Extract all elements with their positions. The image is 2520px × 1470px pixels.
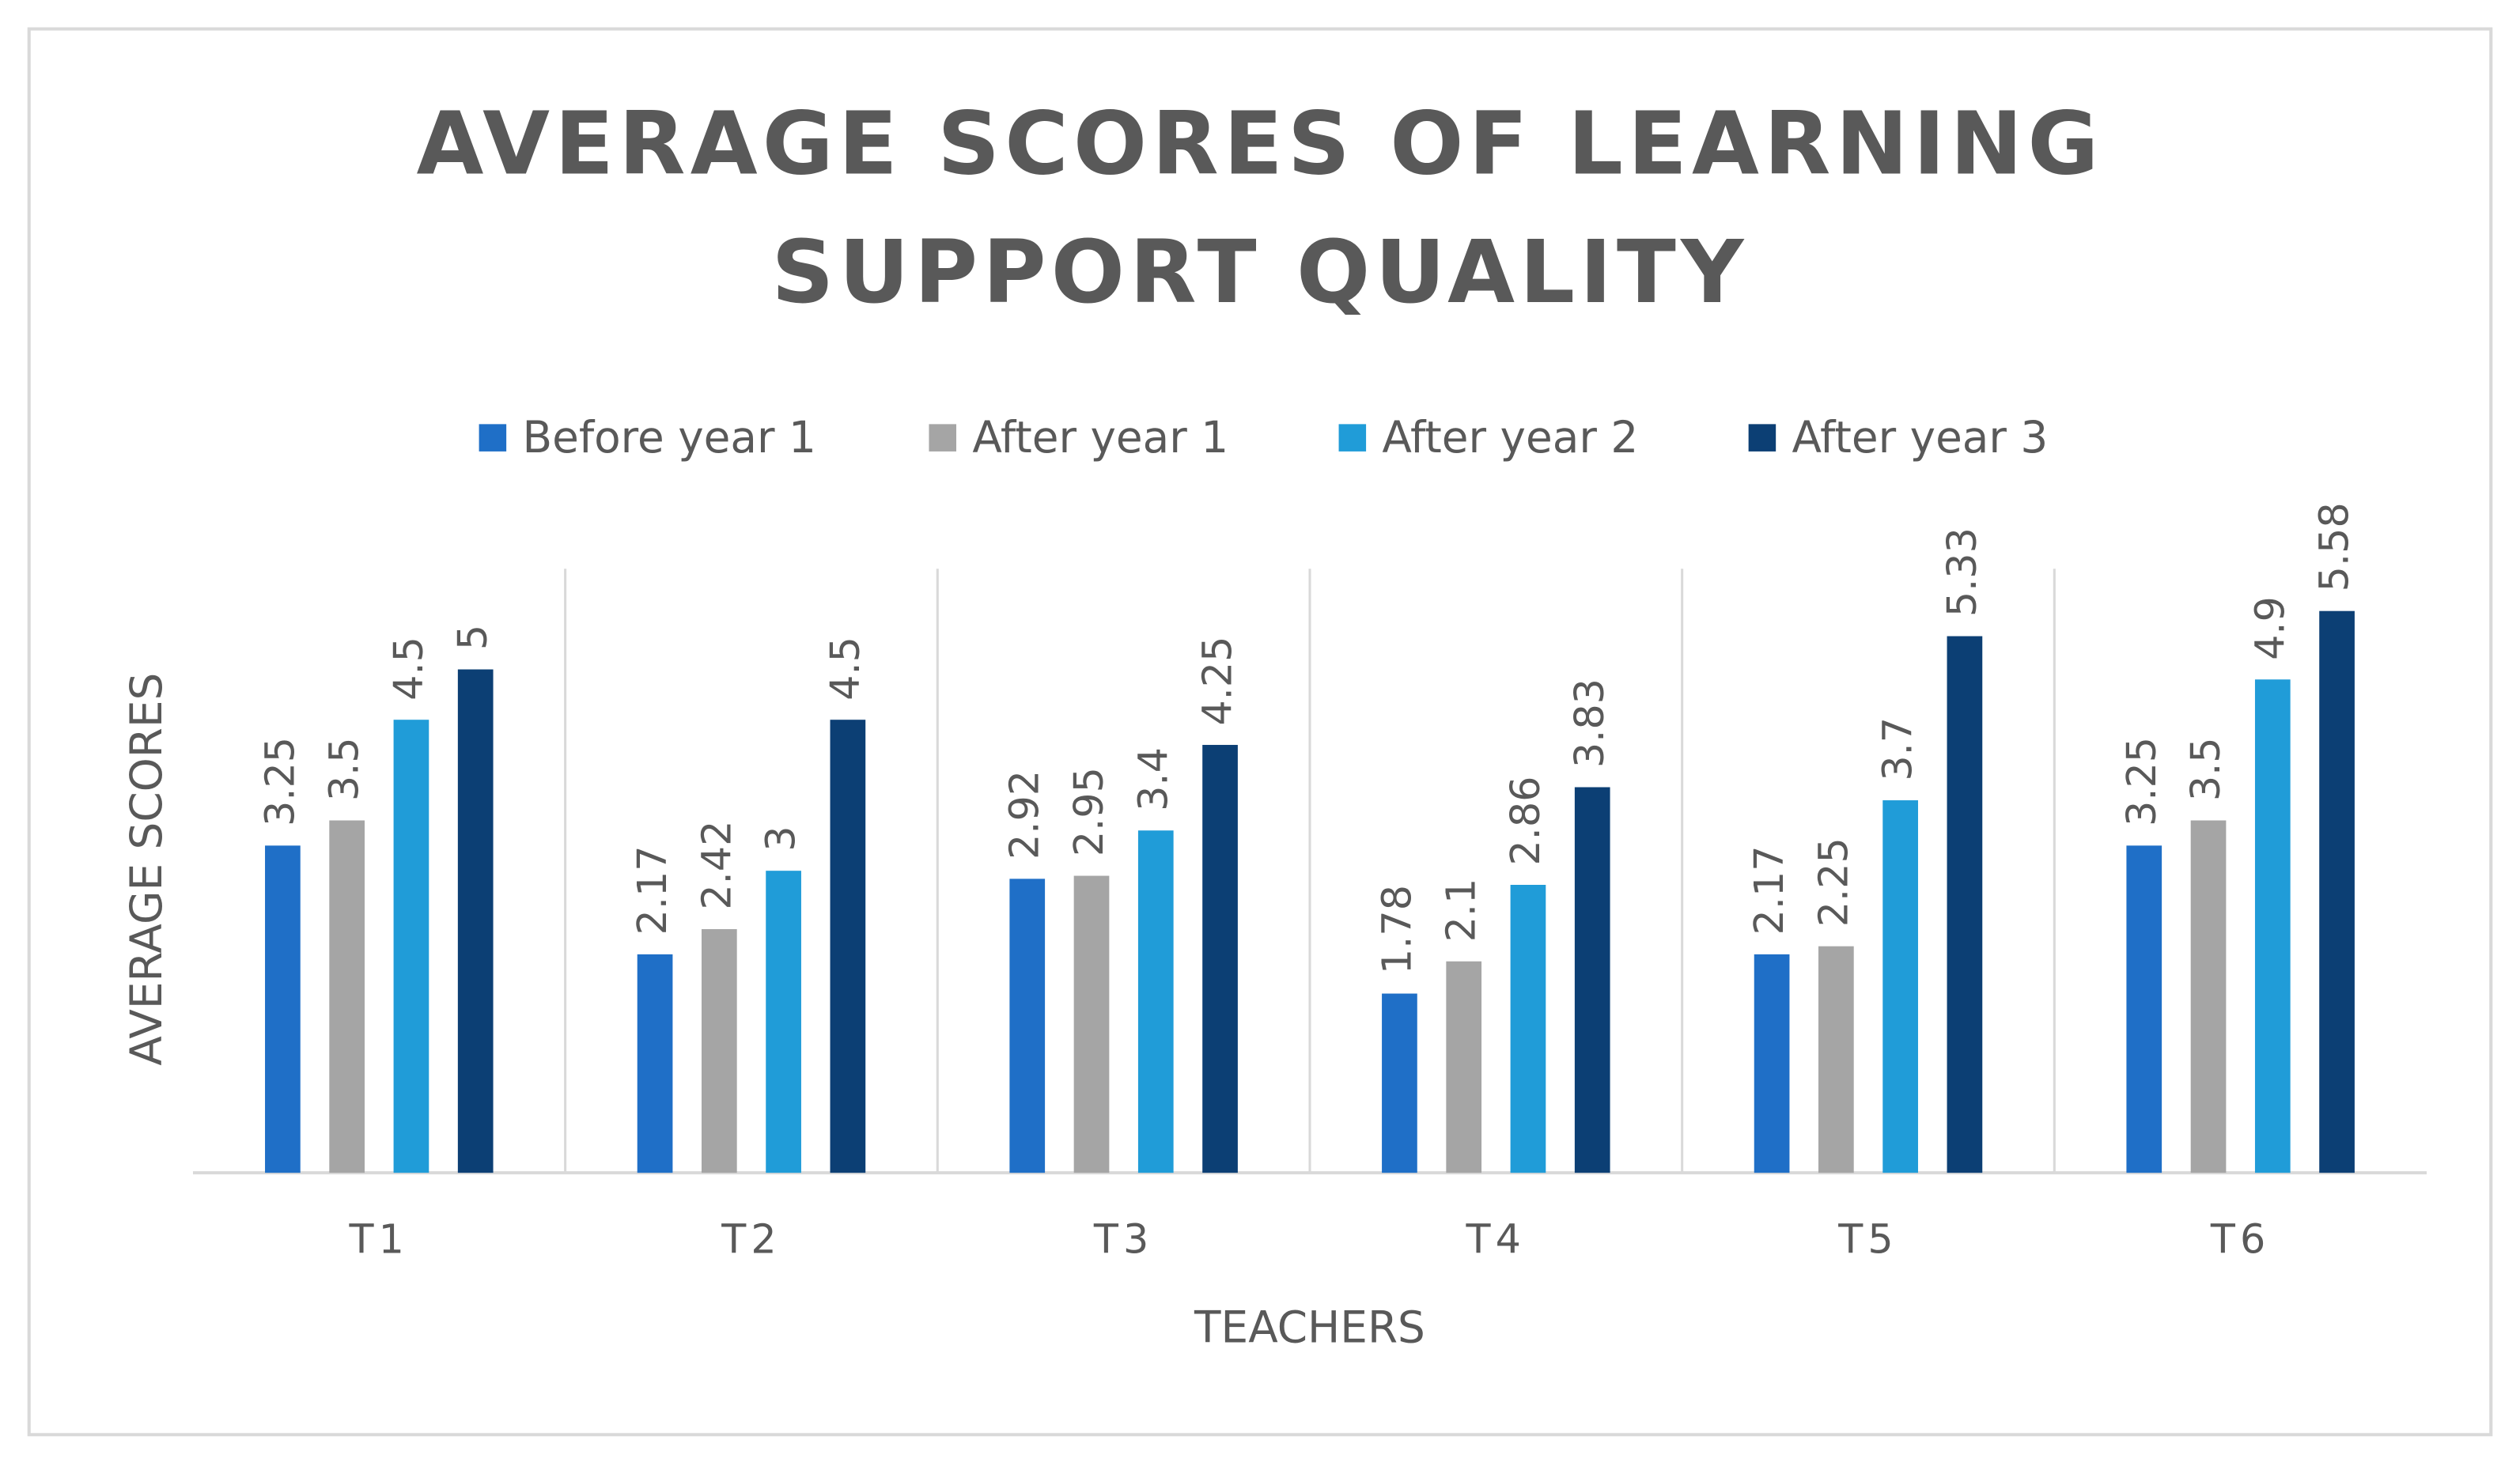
x-tick-label: T1 bbox=[349, 1215, 410, 1262]
data-label: 1.78 bbox=[1373, 885, 1420, 974]
legend-label: After year 1 bbox=[972, 412, 1228, 463]
data-label: 3.7 bbox=[1875, 717, 1921, 781]
bar bbox=[701, 929, 737, 1173]
legend-label: Before year 1 bbox=[522, 412, 815, 463]
bar bbox=[1202, 745, 1238, 1173]
data-label: 4.5 bbox=[822, 637, 868, 701]
legend-swatch bbox=[1338, 424, 1367, 452]
bar bbox=[1009, 879, 1046, 1173]
bar bbox=[637, 954, 673, 1173]
legend-label: After year 2 bbox=[1382, 412, 1638, 463]
bar bbox=[830, 720, 866, 1173]
legend-swatch bbox=[929, 424, 957, 452]
data-label: 2.25 bbox=[1810, 837, 1856, 927]
bar bbox=[1510, 885, 1546, 1173]
chart-title: AVERAGE SCORES OF LEARNING SUPPORT QUALI… bbox=[416, 93, 2104, 323]
data-label: 3.5 bbox=[2182, 737, 2229, 801]
data-label: 3.4 bbox=[1129, 747, 1176, 811]
data-label: 4.5 bbox=[385, 637, 432, 701]
data-label: 5.33 bbox=[1939, 527, 1985, 617]
data-label: 2.42 bbox=[693, 821, 740, 910]
data-label: 3 bbox=[758, 826, 804, 851]
legend-swatch bbox=[1748, 424, 1776, 452]
bar bbox=[1882, 800, 1918, 1173]
bar bbox=[393, 720, 429, 1173]
bar bbox=[2319, 610, 2355, 1173]
bar bbox=[1137, 830, 1174, 1173]
bar bbox=[2126, 845, 2162, 1173]
data-label: 2.86 bbox=[1502, 777, 1549, 866]
bar bbox=[1446, 961, 1482, 1173]
x-tick-label: T2 bbox=[721, 1215, 781, 1262]
data-label: 2.92 bbox=[1001, 770, 1048, 860]
bar bbox=[1073, 875, 1110, 1173]
data-label: 5.58 bbox=[2311, 502, 2358, 591]
x-tick-label: T3 bbox=[1093, 1215, 1154, 1262]
x-tick-label: T6 bbox=[2210, 1215, 2271, 1262]
bar bbox=[457, 669, 494, 1173]
bar bbox=[1818, 946, 1854, 1173]
data-label: 2.1 bbox=[1438, 879, 1485, 943]
bar bbox=[2190, 820, 2227, 1173]
bar bbox=[2254, 679, 2291, 1173]
data-label: 3.83 bbox=[1566, 678, 1613, 768]
data-label: 4.9 bbox=[2246, 596, 2293, 660]
bar bbox=[1754, 954, 1790, 1173]
data-label: 2.17 bbox=[629, 845, 675, 935]
data-label: 3.25 bbox=[2118, 737, 2165, 826]
bar bbox=[329, 820, 365, 1173]
bar bbox=[1574, 787, 1610, 1173]
y-axis-title: AVERAGE SCORES bbox=[121, 673, 172, 1066]
data-label: 4.25 bbox=[1194, 637, 1241, 726]
title-box: AVERAGE SCORES OF LEARNING SUPPORT QUALI… bbox=[416, 93, 2104, 323]
data-label: 3.5 bbox=[321, 737, 368, 801]
chart-border bbox=[27, 27, 2493, 1437]
legend-swatch bbox=[479, 424, 507, 452]
bar bbox=[766, 871, 801, 1173]
bar bbox=[265, 845, 301, 1173]
bar bbox=[1382, 993, 1417, 1173]
x-tick-label: T4 bbox=[1466, 1215, 1527, 1262]
data-label: 5 bbox=[449, 625, 496, 650]
data-label: 2.17 bbox=[1746, 845, 1792, 935]
data-label: 2.95 bbox=[1065, 767, 1112, 856]
x-axis-title: TEACHERS bbox=[1194, 1302, 1425, 1352]
x-tick-label: T5 bbox=[1837, 1215, 1898, 1262]
data-label: 3.25 bbox=[256, 737, 303, 826]
bar bbox=[1947, 636, 1983, 1173]
legend-label: After year 3 bbox=[1792, 412, 2048, 463]
